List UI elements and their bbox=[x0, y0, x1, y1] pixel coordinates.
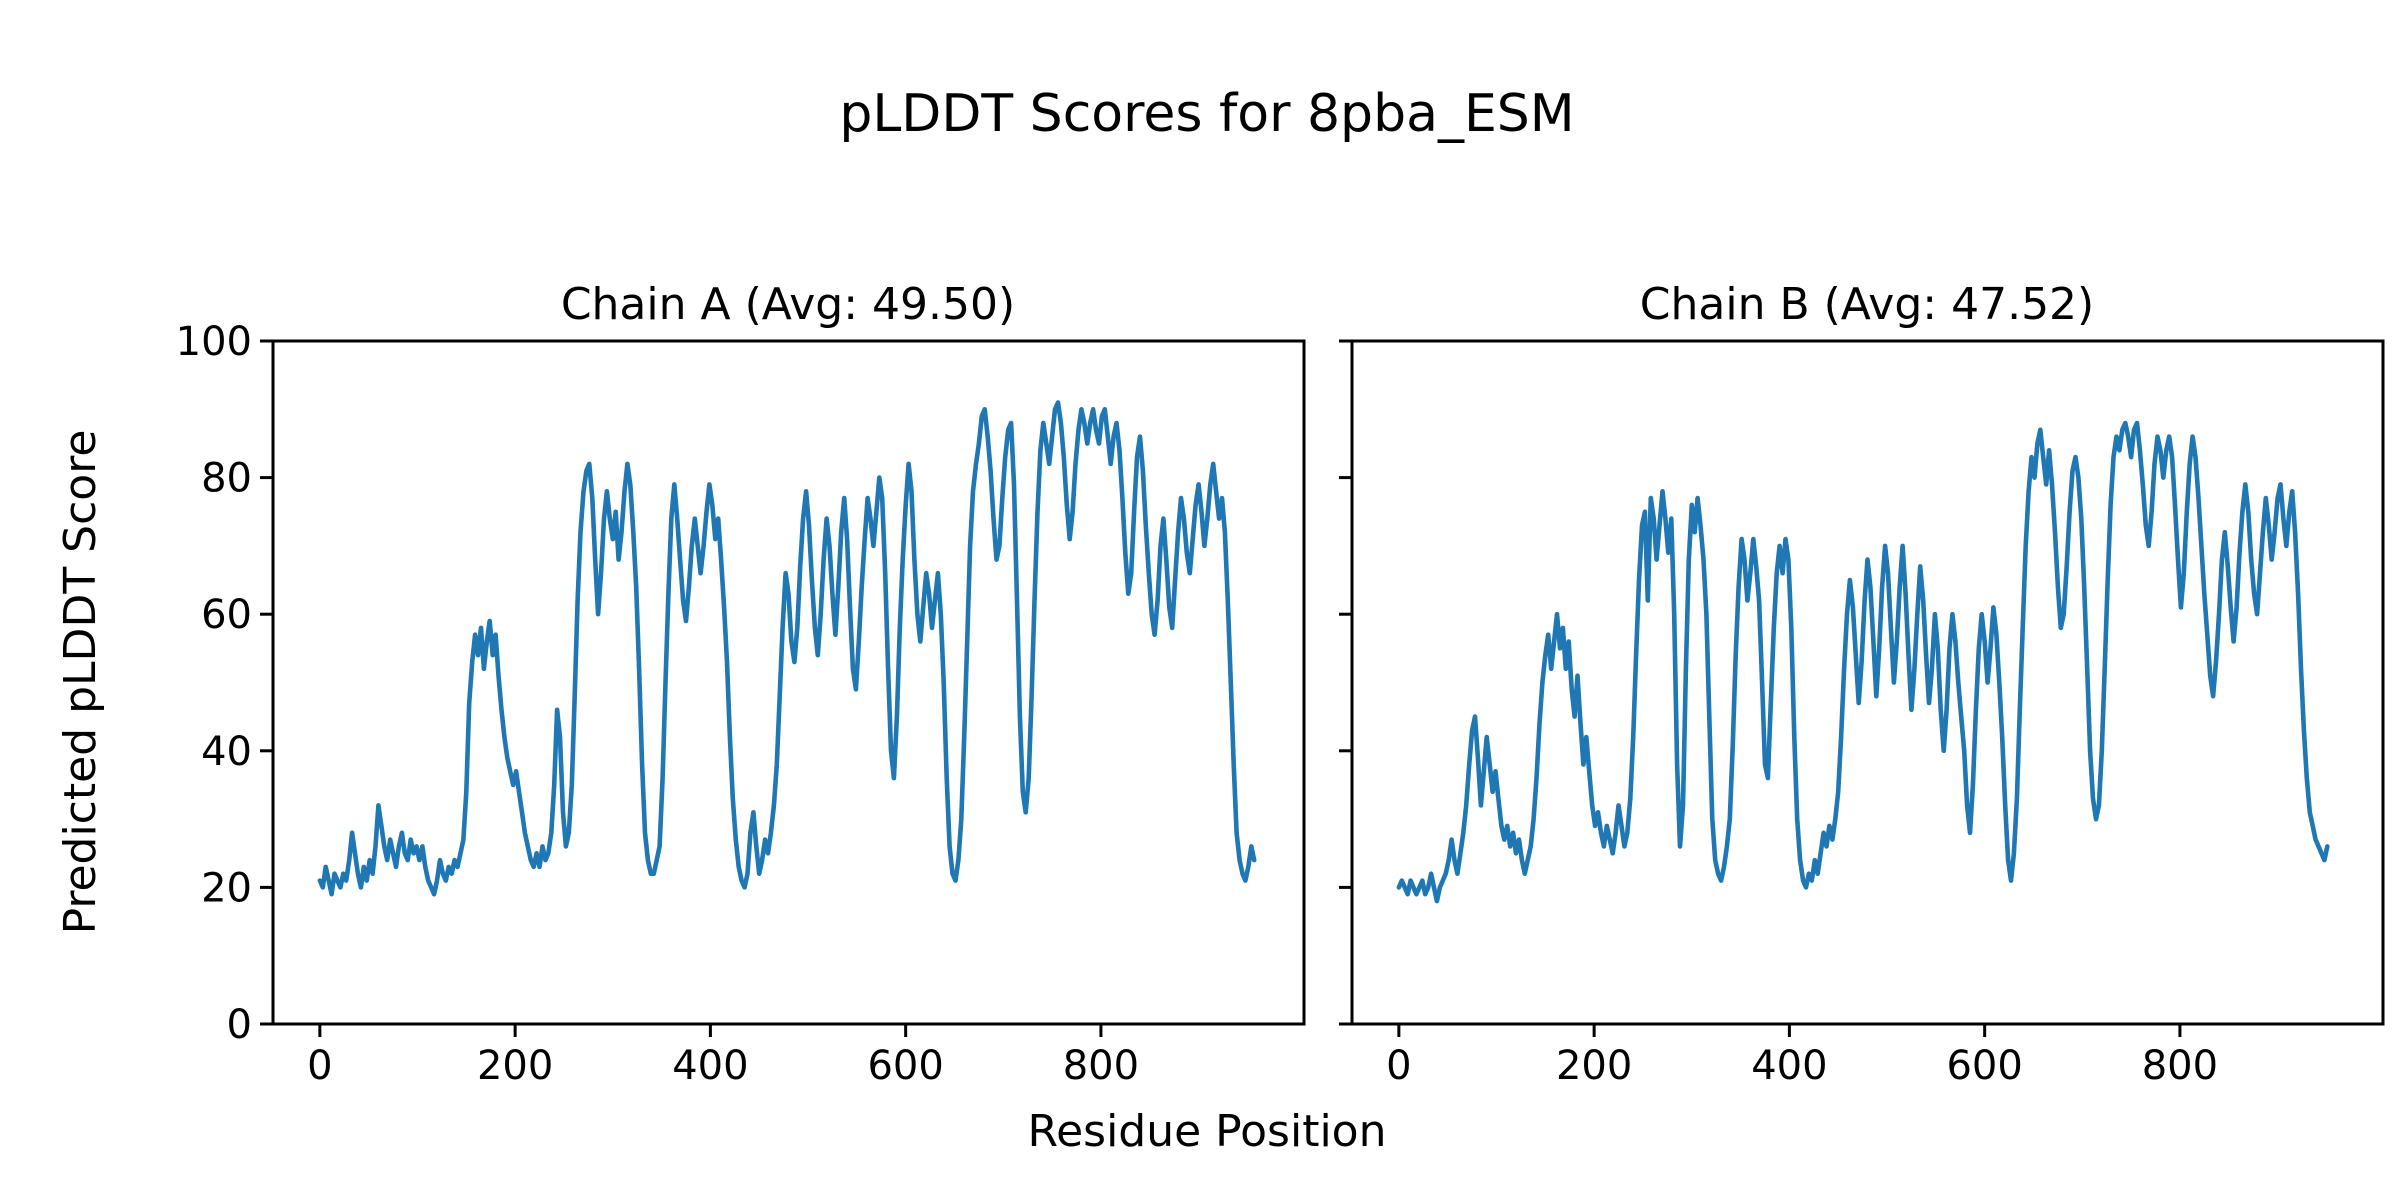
y-tick-label: 100 bbox=[176, 319, 252, 365]
x-tick-label: 0 bbox=[307, 1043, 332, 1089]
x-tick-label: 800 bbox=[1063, 1043, 1139, 1089]
x-tick-label: 200 bbox=[477, 1043, 553, 1089]
axes-frame bbox=[271, 339, 1306, 1026]
x-tick-label: 0 bbox=[1386, 1043, 1411, 1089]
chain-b-subplot-title: Chain B (Avg: 47.52) bbox=[1640, 279, 2094, 330]
x-tick-label: 400 bbox=[1751, 1043, 1827, 1089]
y-tick-label: 20 bbox=[201, 865, 252, 911]
axes-frame bbox=[1350, 339, 2385, 1026]
plddt-line-chain-a bbox=[317, 400, 1257, 897]
y-tick-label: 0 bbox=[227, 1002, 252, 1048]
x-tick-label: 600 bbox=[1946, 1043, 2022, 1089]
y-tick-label: 40 bbox=[201, 729, 252, 775]
chain-a-subplot-title: Chain A (Avg: 49.50) bbox=[561, 279, 1015, 330]
y-tick-label: 60 bbox=[201, 592, 252, 638]
chain-a-axes: 0 200 400 600 800 0 20 40 60 80 100 bbox=[176, 319, 1306, 1089]
y-tick-label: 80 bbox=[201, 456, 252, 502]
figure-title: pLDDT Scores for 8pba_ESM bbox=[839, 84, 1574, 144]
x-tick-label: 400 bbox=[672, 1043, 748, 1089]
plddt-line-chain-b bbox=[1396, 420, 2330, 904]
x-tick-label: 600 bbox=[867, 1043, 943, 1089]
y-axis-label: Predicted pLDDT Score bbox=[55, 430, 106, 935]
x-axis-label: Residue Position bbox=[1027, 1106, 1386, 1157]
chain-b-axes: 0 200 400 600 800 bbox=[1339, 339, 2385, 1089]
x-tick-label: 200 bbox=[1556, 1043, 1632, 1089]
x-tick-label: 800 bbox=[2142, 1043, 2218, 1089]
